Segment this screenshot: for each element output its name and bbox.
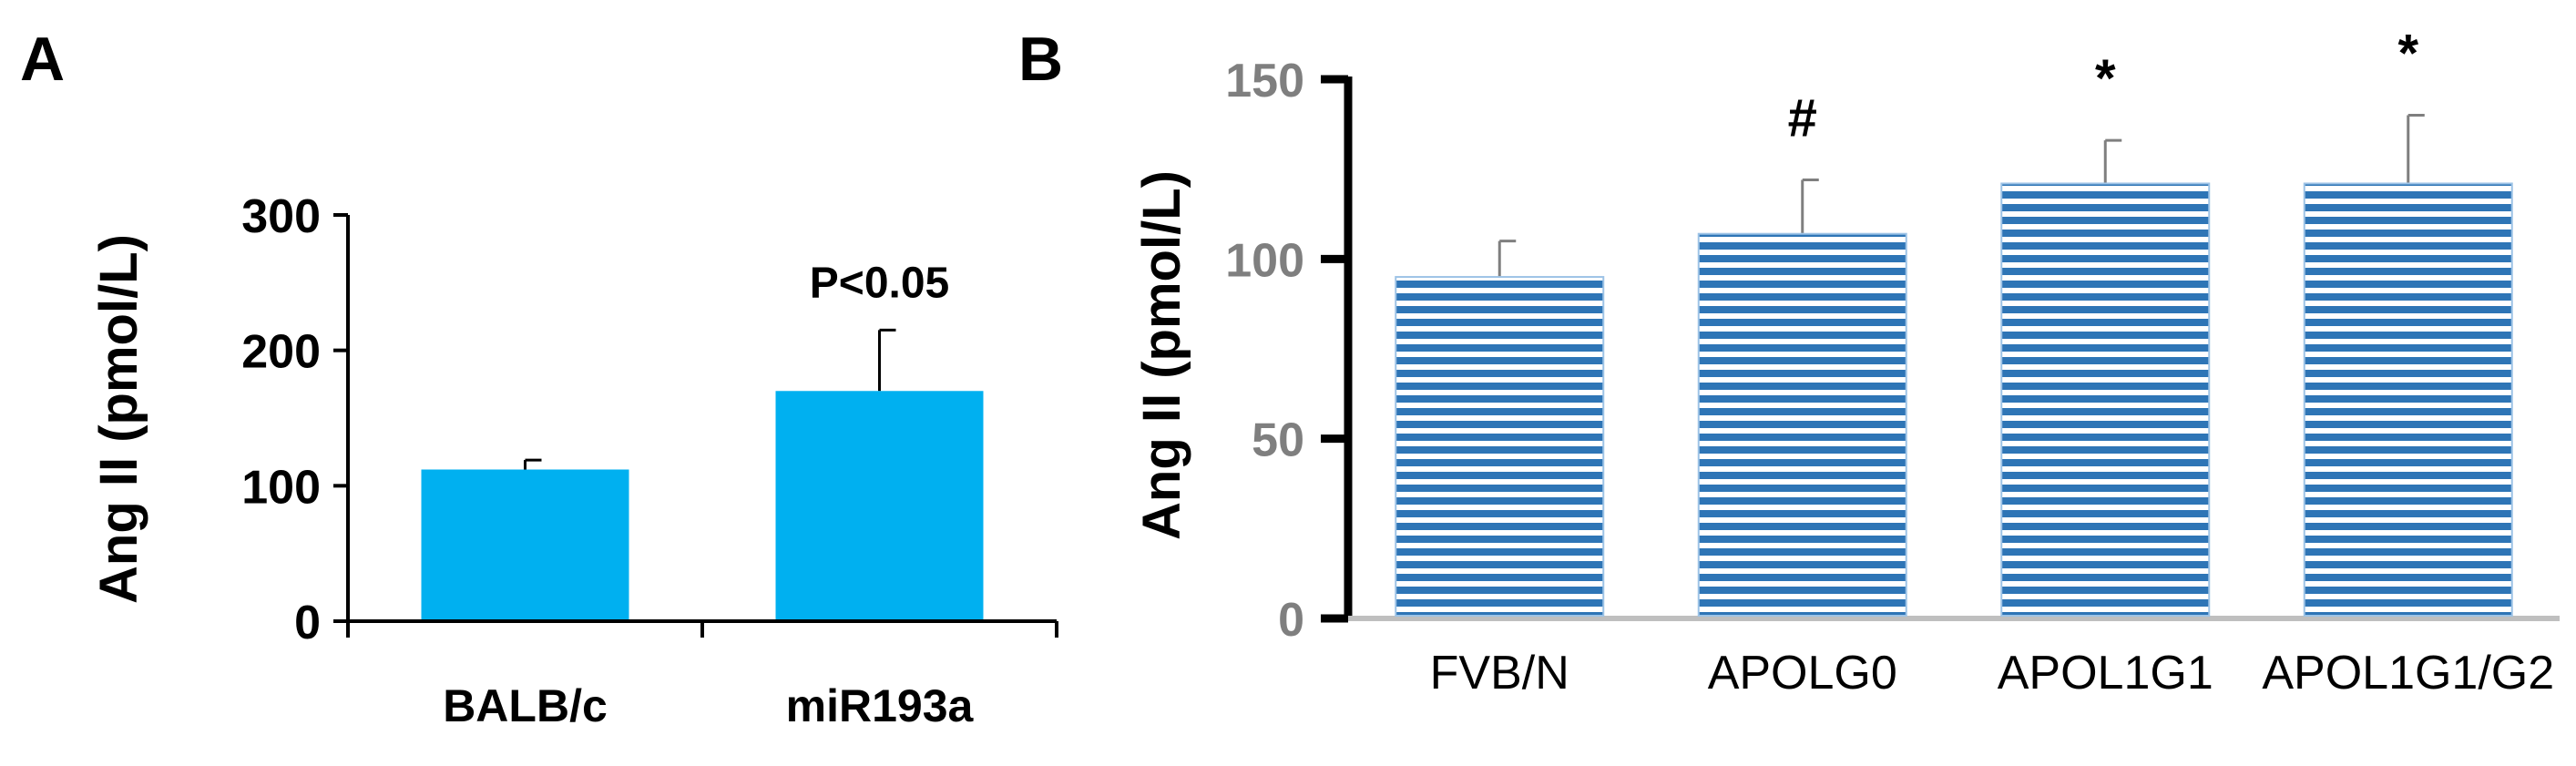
bar-b-apol1g1	[2000, 182, 2211, 617]
y-axis-label-a: Ang II (pmol/L)	[89, 234, 148, 604]
panel-b: B Ang II (pmol/L) 0 50 100 150 FVB/N APOLG0 # A…	[1018, 24, 2560, 700]
bar-a-balb-c	[421, 469, 629, 619]
bar-a-mir193a	[775, 391, 984, 619]
x-tick-label-b: FVB/N	[1430, 647, 1569, 700]
x-tick-label-b: APOL1G1/G2	[2262, 647, 2554, 700]
y-axis-label-b: Ang II (pmol/L)	[1132, 170, 1191, 540]
significance-annotation-b: #	[1788, 89, 1817, 148]
y-tick-label-b: 100	[1225, 234, 1304, 287]
bar-b-fvb-n	[1395, 276, 1605, 617]
significance-annotation-b: *	[2397, 24, 2418, 83]
significance-annotation-b: *	[2095, 49, 2116, 108]
x-tick-label-b: APOL1G1	[1998, 647, 2213, 700]
y-tick-label-b: 0	[1278, 594, 1304, 647]
y-tick-label-a: 300	[241, 190, 321, 243]
y-tick-label-b: 150	[1225, 55, 1304, 107]
y-tick-label-a: 100	[241, 461, 321, 514]
panel-a: A Ang II (pmol/L) 0 100 200 300 BALB/c miR193…	[20, 25, 1058, 731]
panel-label-b: B	[1018, 25, 1063, 94]
y-tick-label-b: 50	[1252, 414, 1304, 467]
x-tick-label-a: miR193a	[786, 680, 975, 731]
y-tick-label-a: 200	[241, 326, 321, 379]
y-tick-label-a: 0	[294, 597, 321, 649]
bar-b-apol1g1-g2	[2303, 182, 2513, 617]
x-tick-label-a: BALB/c	[443, 680, 608, 731]
panel-label-a: A	[20, 25, 65, 94]
significance-annotation-a: P<0.05	[810, 259, 949, 307]
x-tick-label-b: APOLG0	[1708, 647, 1897, 700]
bar-b-apolg0	[1697, 232, 1907, 617]
